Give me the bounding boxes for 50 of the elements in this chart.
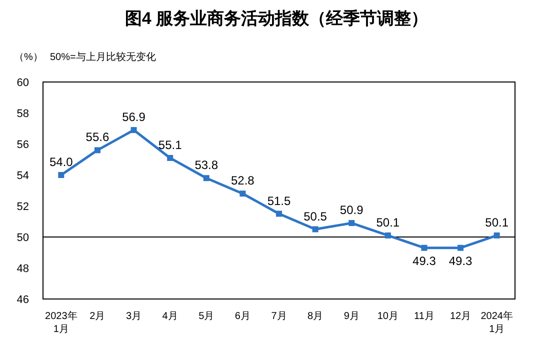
x-tick-label: 11月 (414, 311, 434, 322)
x-tick-label: 4月 (162, 311, 178, 322)
point (384, 232, 391, 238)
x-tick-label: 10月 (377, 311, 398, 322)
y-tick-label: 54 (16, 170, 29, 182)
x-tick-label: 2月 (90, 311, 106, 322)
point (94, 147, 100, 154)
data-label: 55.1 (158, 138, 182, 152)
text: 50%=与上月比较无变化 (50, 51, 156, 63)
x-tick-label: 9月 (344, 311, 360, 322)
y-tick-label: 60 (16, 77, 29, 89)
data-label: 50.1 (376, 215, 400, 230)
x-tick-label: 5月 (198, 311, 214, 322)
x-tick-label: 12月 (450, 311, 472, 322)
y-tick-label: 52 (16, 201, 29, 213)
data-label: 49.3 (448, 254, 473, 268)
point (276, 210, 282, 217)
data-label: 50.5 (304, 209, 328, 224)
point (494, 232, 500, 238)
data-label: 50.1 (485, 215, 509, 230)
y-tick-label: 50 (16, 232, 29, 244)
y-tick-label: 56 (16, 139, 29, 151)
point (348, 220, 355, 226)
chart-title: 图4 服务业商务活动指数（经季节调整） (124, 9, 428, 28)
y-tick-label: 46 (16, 294, 29, 306)
data-label: 50.9 (340, 203, 364, 218)
x-tick-label: 2024年 1月 (480, 310, 513, 335)
point (458, 244, 464, 251)
point (130, 127, 137, 134)
data-label: 51.5 (267, 194, 291, 208)
point (58, 172, 64, 178)
data-label: 54.0 (49, 155, 74, 169)
data-label: 56.9 (122, 110, 146, 124)
data-label: 53.8 (194, 158, 218, 172)
data-label: 49.3 (412, 254, 436, 268)
data-label: 55.6 (86, 130, 110, 144)
point (240, 190, 246, 197)
point (312, 226, 318, 232)
x-tick-label: 8月 (308, 311, 324, 322)
y-tick-label: 48 (16, 263, 29, 275)
x-tick-label: 2023年 1月 (45, 310, 78, 335)
point (203, 175, 210, 182)
y-tick-label: 58 (16, 108, 29, 120)
point (167, 154, 174, 161)
x-tick-label: 3月 (126, 311, 142, 322)
y-axis-title: （%） (14, 52, 43, 63)
data-label: 52.8 (231, 174, 255, 188)
point (421, 244, 428, 251)
x-tick-label: 7月 (271, 311, 287, 322)
x-tick-label: 6月 (234, 311, 250, 322)
